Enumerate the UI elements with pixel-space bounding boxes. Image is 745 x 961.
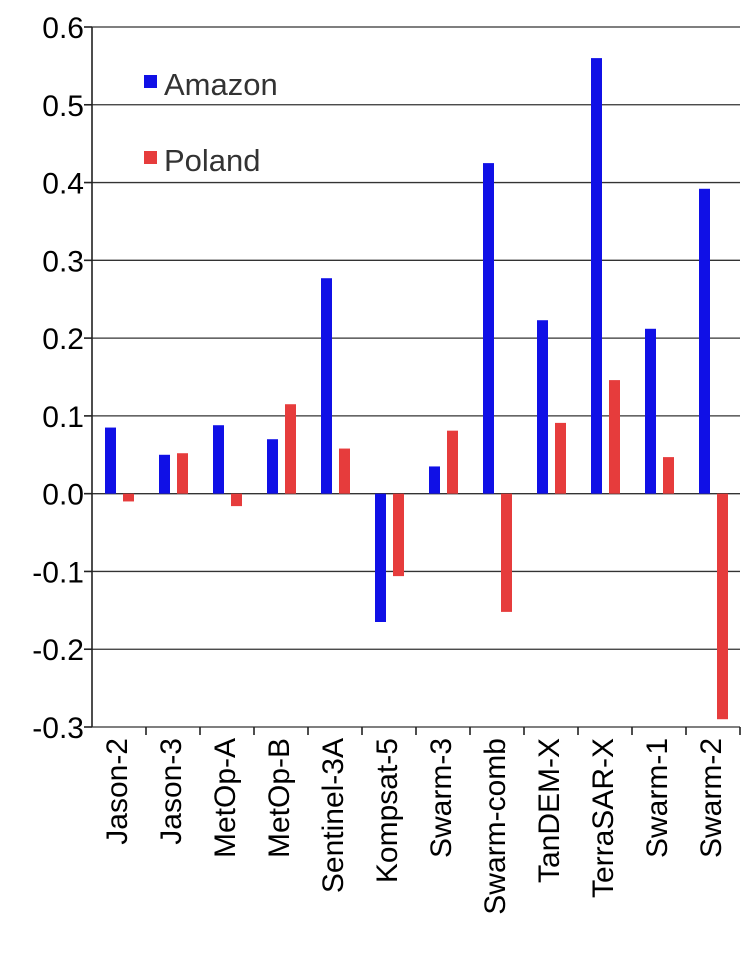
y-tick-label: 0.4: [42, 168, 84, 201]
bar-poland-swarm-3: [447, 430, 458, 494]
bar-poland-terrasar-x: [609, 380, 620, 494]
y-tick-label: 0.2: [42, 323, 84, 356]
legend-label-amazon: Amazon: [164, 67, 278, 102]
bar-amazon-metop-b: [267, 439, 278, 494]
legend-label-poland: Poland: [164, 143, 261, 178]
x-tick-label: Jason-2: [101, 738, 134, 845]
bar-poland-swarm-1: [663, 457, 674, 494]
bar-amazon-swarm-2: [699, 188, 710, 494]
bar-amazon-swarm-3: [429, 466, 440, 494]
x-tick-label: Kompsat-5: [371, 738, 404, 883]
grid-lines: [92, 26, 740, 728]
bar-amazon-jason-3: [159, 454, 170, 494]
x-tick-label: Swarm-comb: [479, 738, 512, 915]
bar-poland-metop-b: [285, 404, 296, 494]
bars: [105, 58, 728, 720]
bar-poland-jason-2: [123, 493, 134, 502]
axes: [84, 26, 741, 735]
bar-amazon-terrasar-x: [591, 58, 602, 494]
x-tick-label: Swarm-3: [425, 738, 458, 858]
y-tick-label: -0.2: [32, 634, 84, 667]
x-tick-label: TerraSAR-X: [587, 738, 620, 898]
bar-amazon-jason-2: [105, 427, 116, 494]
y-tick-label: 0.0: [42, 479, 84, 512]
bar-amazon-kompsat-5: [375, 493, 386, 622]
y-tick-label: 0.5: [42, 90, 84, 123]
y-tick-label: 0.1: [42, 401, 84, 434]
bar-poland-swarm-comb: [501, 493, 512, 612]
x-tick-label: Swarm-2: [695, 738, 728, 858]
bar-amazon-sentinel-3a: [321, 278, 332, 494]
x-tick-labels: Jason-2 Jason-3 MetOp-A MetOp-B Sentinel-3A K…: [101, 738, 728, 915]
y-tick-label: -0.3: [32, 712, 84, 745]
y-tick-labels: 0.6 0.5 0.4 0.3 0.2 0.1 0.0 -0.1 -0.2 -0.3: [32, 12, 84, 745]
x-tick-label: MetOp-A: [209, 738, 242, 858]
y-tick-label: -0.1: [32, 556, 84, 589]
bar-poland-sentinel-3a: [339, 448, 350, 494]
x-tick-label: MetOp-B: [263, 738, 296, 858]
legend: Amazon Poland: [144, 67, 278, 178]
bar-amazon-swarm-comb: [483, 163, 494, 494]
bar-poland-jason-3: [177, 453, 188, 494]
bar-poland-swarm-2: [717, 493, 728, 720]
bar-poland-kompsat-5: [393, 493, 404, 577]
bar-poland-metop-a: [231, 493, 242, 507]
bar-amazon-swarm-1: [645, 328, 656, 494]
x-tick-label: Swarm-1: [641, 738, 674, 858]
y-tick-label: 0.3: [42, 245, 84, 278]
bar-amazon-tandem-x: [537, 320, 548, 494]
y-tick-label: 0.6: [42, 12, 84, 45]
legend-swatch-amazon: [144, 75, 157, 88]
x-tick-label: Sentinel-3A: [317, 738, 350, 893]
x-tick-label: TanDEM-X: [533, 738, 566, 883]
legend-swatch-poland: [144, 151, 157, 164]
x-tick-label: Jason-3: [155, 738, 188, 845]
bar-poland-tandem-x: [555, 422, 566, 494]
bar-amazon-metop-a: [213, 425, 224, 494]
